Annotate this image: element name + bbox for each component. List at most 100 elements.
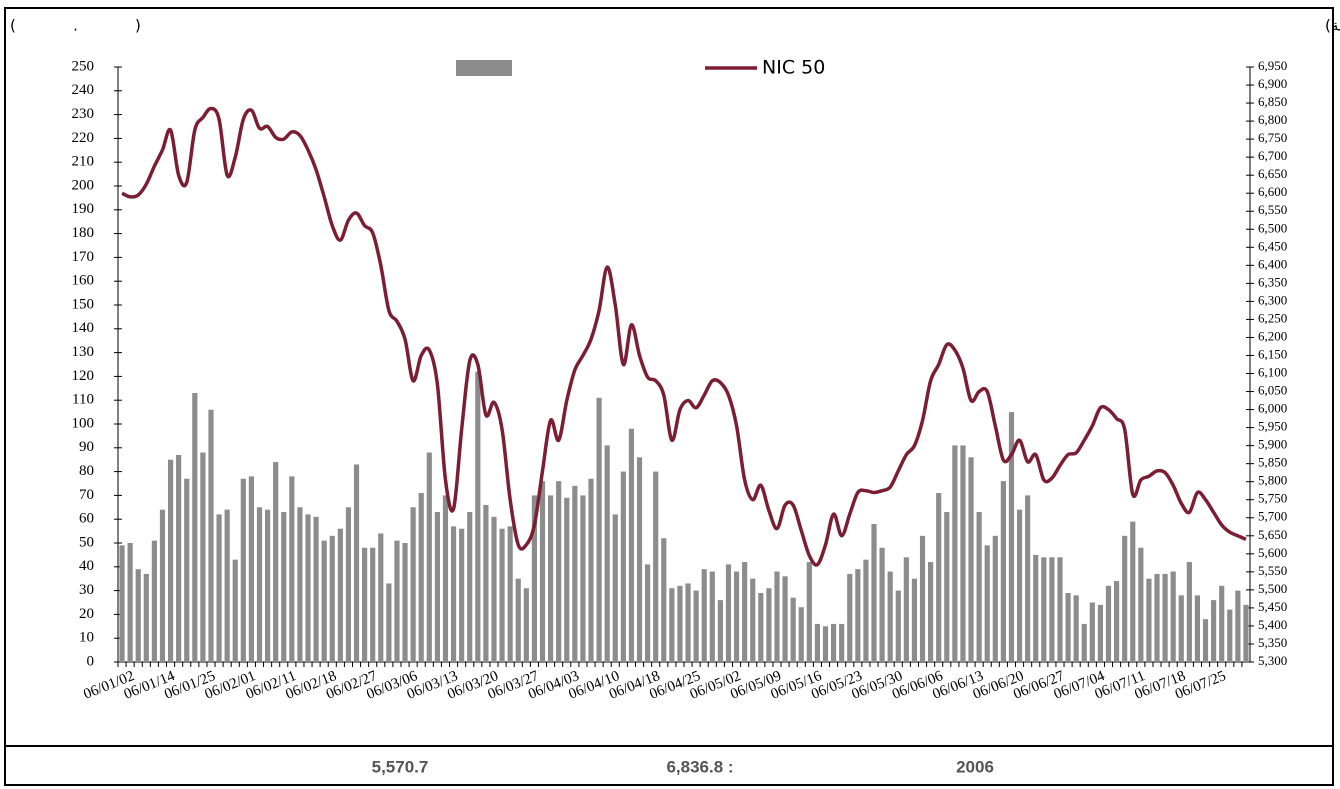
bar xyxy=(297,507,303,662)
y-tick-label: 80 xyxy=(79,463,94,479)
bar xyxy=(321,540,327,662)
bar xyxy=(822,626,829,662)
bar xyxy=(645,564,651,662)
corner-note: ( . ) xyxy=(10,17,141,35)
bar xyxy=(1089,602,1095,662)
bar xyxy=(709,571,715,662)
bar xyxy=(774,571,780,662)
bar xyxy=(467,512,473,662)
bar xyxy=(176,454,182,662)
bar xyxy=(135,569,141,662)
y2-tick-label: 6,900 xyxy=(1258,76,1287,91)
y2-tick-label: 6,800 xyxy=(1258,112,1287,127)
bar xyxy=(596,397,602,662)
y2-tick-label: 6,850 xyxy=(1258,94,1287,109)
bar xyxy=(863,559,869,662)
bar xyxy=(208,409,214,662)
bar xyxy=(232,559,238,662)
bar xyxy=(693,590,699,662)
y-tick-label: 10 xyxy=(79,630,94,646)
y-tick-label: 170 xyxy=(72,249,95,265)
bar xyxy=(960,445,966,662)
bar xyxy=(984,545,990,662)
bar xyxy=(531,495,538,662)
bar xyxy=(547,495,554,662)
bar xyxy=(1170,571,1176,662)
bar xyxy=(151,540,157,662)
bar xyxy=(855,569,861,662)
bar xyxy=(1081,623,1087,662)
bar xyxy=(1146,578,1152,662)
bar xyxy=(612,514,618,662)
bar xyxy=(370,547,376,662)
bar xyxy=(766,588,772,662)
y2-tick-label: 6,950 xyxy=(1258,58,1287,73)
bar xyxy=(887,571,893,662)
bar xyxy=(256,507,263,662)
bar xyxy=(345,507,352,662)
y-tick-label: 40 xyxy=(79,558,94,574)
y2-tick-label: 5,750 xyxy=(1258,491,1287,506)
bar xyxy=(1178,595,1184,662)
frame xyxy=(4,7,1334,786)
bar xyxy=(847,573,853,662)
bar xyxy=(1243,604,1249,662)
bar xyxy=(1097,604,1104,662)
y2-tick-label: 6,450 xyxy=(1258,238,1287,253)
bar xyxy=(1130,521,1136,662)
bar xyxy=(450,526,457,662)
y-tick-label: 240 xyxy=(72,82,95,98)
bar xyxy=(628,428,635,662)
y-tick-label: 150 xyxy=(72,296,95,312)
bar xyxy=(167,459,174,662)
bar xyxy=(410,507,416,662)
bar xyxy=(159,509,166,662)
bar xyxy=(523,588,529,662)
y2-tick-label: 6,350 xyxy=(1258,274,1287,289)
bar xyxy=(968,457,974,662)
bar xyxy=(1186,562,1192,662)
bar xyxy=(1154,573,1160,662)
bar xyxy=(1202,619,1209,662)
bar xyxy=(459,528,465,662)
y-tick-label: 60 xyxy=(79,511,94,527)
bar xyxy=(143,573,149,662)
bar xyxy=(442,495,449,662)
y2-tick-label: 6,700 xyxy=(1258,148,1287,163)
y-tick-label: 190 xyxy=(72,201,95,217)
y2-tick-label: 5,450 xyxy=(1258,599,1287,614)
bar xyxy=(119,545,125,662)
bar xyxy=(1041,557,1047,662)
bar xyxy=(742,562,748,662)
bar xyxy=(976,512,982,662)
bar xyxy=(750,578,756,662)
bar xyxy=(1016,509,1023,662)
y2-tick-label: 5,500 xyxy=(1258,581,1287,596)
bar xyxy=(588,478,594,662)
bar xyxy=(507,526,513,662)
bar xyxy=(216,514,222,662)
bar xyxy=(1057,557,1063,662)
line-series xyxy=(121,106,1247,567)
y2-tick-label: 6,250 xyxy=(1258,310,1287,325)
bar xyxy=(911,578,918,662)
bar xyxy=(1194,595,1201,662)
bar xyxy=(798,607,804,662)
bar xyxy=(402,543,408,662)
bar xyxy=(515,578,521,662)
bar xyxy=(289,476,295,662)
bar xyxy=(1122,535,1128,662)
bar xyxy=(539,481,546,662)
bar xyxy=(1073,595,1079,662)
y2-tick-label: 5,950 xyxy=(1258,419,1287,434)
bar xyxy=(1000,481,1006,662)
bar xyxy=(491,516,497,662)
y-tick-label: 110 xyxy=(72,392,94,408)
legend-swatch xyxy=(456,60,512,76)
bar xyxy=(240,478,246,662)
bar xyxy=(386,583,392,662)
bar xyxy=(928,562,934,662)
bar xyxy=(434,512,440,662)
bar xyxy=(572,485,578,662)
bar xyxy=(1138,547,1144,662)
